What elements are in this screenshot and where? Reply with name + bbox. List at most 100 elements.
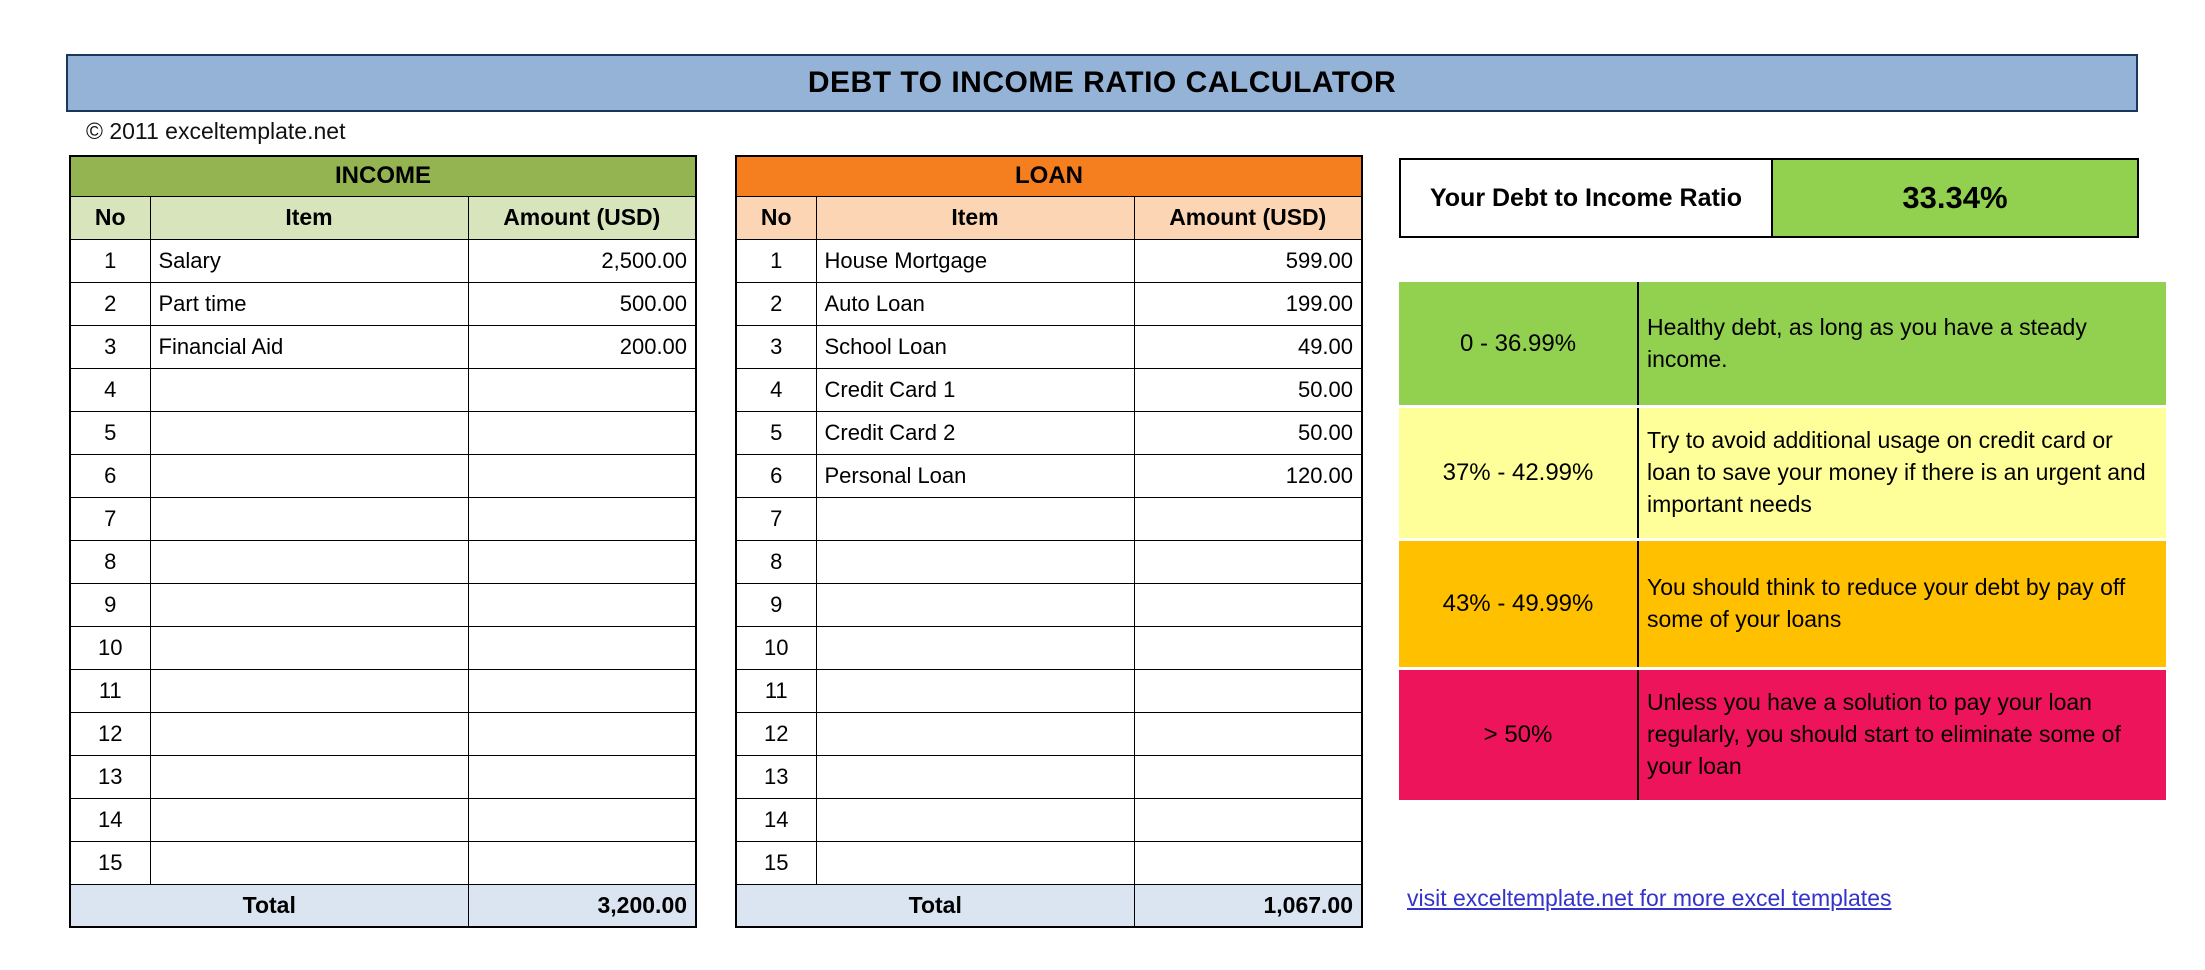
row-number-cell[interactable]: 8 — [735, 539, 817, 584]
item-cell[interactable] — [815, 496, 1135, 541]
amount-cell[interactable]: 200.00 — [467, 324, 697, 369]
row-number-cell[interactable]: 4 — [735, 367, 817, 412]
row-number-cell[interactable]: 14 — [735, 797, 817, 842]
row-number-cell[interactable]: 1 — [69, 238, 151, 283]
income-total-label: Total — [69, 883, 469, 928]
item-cell[interactable] — [815, 754, 1135, 799]
amount-cell[interactable] — [467, 797, 697, 842]
item-cell[interactable] — [815, 539, 1135, 584]
amount-cell[interactable] — [1133, 668, 1363, 713]
amount-cell[interactable]: 50.00 — [1133, 367, 1363, 412]
loan-total-label: Total — [735, 883, 1135, 928]
amount-cell[interactable] — [467, 754, 697, 799]
amount-cell[interactable] — [1133, 496, 1363, 541]
amount-cell[interactable] — [467, 582, 697, 627]
amount-cell[interactable] — [467, 367, 697, 412]
income-col-header-amount: Amount (USD) — [467, 195, 697, 240]
amount-cell[interactable] — [1133, 539, 1363, 584]
loan-total-amount[interactable]: 1,067.00 — [1133, 883, 1363, 928]
item-cell[interactable]: School Loan — [815, 324, 1135, 369]
amount-cell[interactable]: 500.00 — [467, 281, 697, 326]
amount-cell[interactable] — [1133, 711, 1363, 756]
row-number-cell[interactable]: 7 — [735, 496, 817, 541]
item-cell[interactable]: Auto Loan — [815, 281, 1135, 326]
amount-cell[interactable]: 120.00 — [1133, 453, 1363, 498]
item-cell[interactable] — [149, 410, 469, 455]
row-number-cell[interactable]: 5 — [735, 410, 817, 455]
amount-cell[interactable] — [467, 840, 697, 885]
amount-cell[interactable] — [467, 711, 697, 756]
ratio-legend: 0 - 36.99% Healthy debt, as long as you h… — [1399, 282, 2166, 803]
row-number-cell[interactable]: 2 — [735, 281, 817, 326]
item-cell[interactable]: Salary — [149, 238, 469, 283]
amount-cell[interactable]: 599.00 — [1133, 238, 1363, 283]
amount-cell[interactable] — [1133, 625, 1363, 670]
row-number-cell[interactable]: 15 — [735, 840, 817, 885]
item-cell[interactable]: Personal Loan — [815, 453, 1135, 498]
item-cell[interactable] — [815, 582, 1135, 627]
item-cell[interactable] — [149, 582, 469, 627]
row-number-cell[interactable]: 7 — [69, 496, 151, 541]
item-cell[interactable]: Credit Card 2 — [815, 410, 1135, 455]
exceltemplate-link[interactable]: visit exceltemplate.net for more excel t… — [1407, 885, 1892, 911]
table-row: 4 Credit Card 1 50.00 — [735, 367, 1363, 412]
item-cell[interactable] — [149, 453, 469, 498]
amount-cell[interactable] — [1133, 797, 1363, 842]
row-number-cell[interactable]: 11 — [69, 668, 151, 713]
row-number-cell[interactable]: 13 — [735, 754, 817, 799]
amount-cell[interactable] — [467, 453, 697, 498]
item-cell[interactable] — [815, 668, 1135, 713]
item-cell[interactable] — [149, 496, 469, 541]
row-number-cell[interactable]: 13 — [69, 754, 151, 799]
row-number-cell[interactable]: 10 — [69, 625, 151, 670]
row-number-cell[interactable]: 3 — [69, 324, 151, 369]
row-number-cell[interactable]: 14 — [69, 797, 151, 842]
amount-cell[interactable]: 2,500.00 — [467, 238, 697, 283]
item-cell[interactable]: House Mortgage — [815, 238, 1135, 283]
amount-cell[interactable] — [1133, 582, 1363, 627]
amount-cell[interactable] — [467, 410, 697, 455]
row-number-cell[interactable]: 8 — [69, 539, 151, 584]
amount-cell[interactable]: 49.00 — [1133, 324, 1363, 369]
item-cell[interactable] — [815, 840, 1135, 885]
row-number-cell[interactable]: 1 — [735, 238, 817, 283]
amount-cell[interactable] — [1133, 840, 1363, 885]
amount-cell[interactable] — [467, 625, 697, 670]
row-number-cell[interactable]: 12 — [735, 711, 817, 756]
item-cell[interactable] — [149, 711, 469, 756]
row-number-cell[interactable]: 2 — [69, 281, 151, 326]
item-cell[interactable] — [149, 367, 469, 412]
row-number-cell[interactable]: 6 — [69, 453, 151, 498]
row-number-cell[interactable]: 5 — [69, 410, 151, 455]
amount-cell[interactable] — [1133, 754, 1363, 799]
row-number-cell[interactable]: 6 — [735, 453, 817, 498]
amount-cell[interactable] — [467, 496, 697, 541]
item-cell[interactable]: Financial Aid — [149, 324, 469, 369]
item-cell[interactable] — [815, 625, 1135, 670]
loan-col-header-item: Item — [815, 195, 1135, 240]
item-cell[interactable]: Credit Card 1 — [815, 367, 1135, 412]
row-number-cell[interactable]: 9 — [735, 582, 817, 627]
item-cell[interactable] — [149, 797, 469, 842]
amount-cell[interactable] — [467, 668, 697, 713]
item-cell[interactable] — [815, 797, 1135, 842]
amount-cell[interactable]: 50.00 — [1133, 410, 1363, 455]
item-cell[interactable] — [149, 668, 469, 713]
item-cell[interactable] — [149, 754, 469, 799]
row-number-cell[interactable]: 15 — [69, 840, 151, 885]
legend-range: > 50% — [1399, 670, 1639, 800]
amount-cell[interactable] — [467, 539, 697, 584]
item-cell[interactable] — [815, 711, 1135, 756]
row-number-cell[interactable]: 9 — [69, 582, 151, 627]
row-number-cell[interactable]: 4 — [69, 367, 151, 412]
row-number-cell[interactable]: 3 — [735, 324, 817, 369]
item-cell[interactable] — [149, 539, 469, 584]
row-number-cell[interactable]: 10 — [735, 625, 817, 670]
item-cell[interactable]: Part time — [149, 281, 469, 326]
row-number-cell[interactable]: 12 — [69, 711, 151, 756]
row-number-cell[interactable]: 11 — [735, 668, 817, 713]
item-cell[interactable] — [149, 840, 469, 885]
item-cell[interactable] — [149, 625, 469, 670]
income-total-amount[interactable]: 3,200.00 — [467, 883, 697, 928]
amount-cell[interactable]: 199.00 — [1133, 281, 1363, 326]
